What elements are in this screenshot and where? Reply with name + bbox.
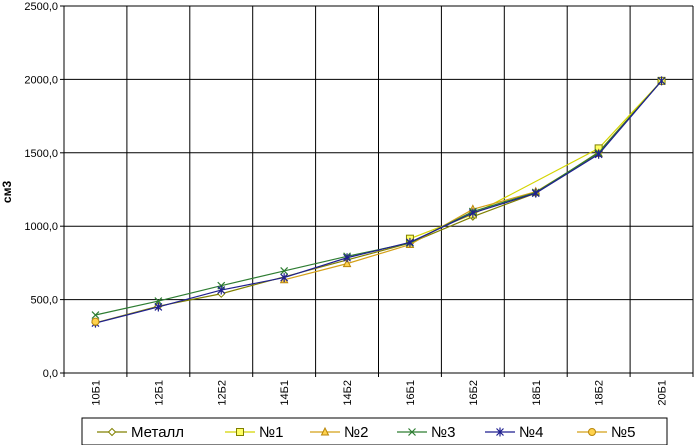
series-6 — [91, 317, 100, 326]
legend-label: №3 — [431, 424, 455, 441]
legend-label: Металл — [131, 424, 184, 441]
grid — [63, 5, 694, 374]
x-tick-label: 14Б1 — [279, 380, 291, 406]
data-point — [280, 273, 289, 283]
legend-label: №1 — [259, 424, 283, 441]
legend-label: №5 — [611, 424, 635, 441]
legend-marker — [408, 428, 416, 436]
legend-label: №2 — [344, 424, 368, 441]
y-tick-label: 500,0 — [30, 295, 58, 307]
data-point — [406, 237, 414, 247]
data-point — [154, 297, 163, 305]
legend-box — [81, 417, 668, 445]
legend-entry: №1 — [225, 424, 283, 441]
legend-entry: №3 — [397, 424, 455, 441]
series-line — [409, 80, 662, 240]
y-tick-label: 1500,0 — [24, 148, 58, 160]
data-point — [343, 253, 351, 263]
x-tick-label: 12Б1 — [153, 380, 165, 406]
x-tick-label: 16Б2 — [468, 380, 480, 406]
x-tick-label: 18Б2 — [594, 380, 606, 406]
legend-marker — [320, 426, 330, 436]
y-axis-label: см3 — [0, 181, 14, 204]
y-tick-label: 0,0 — [43, 368, 58, 380]
series-group — [91, 76, 666, 328]
legend-label: №4 — [519, 424, 543, 441]
x-tick-label: 20Б1 — [657, 380, 669, 406]
legend-entry: №4 — [485, 424, 543, 441]
data-point — [342, 258, 352, 268]
legend-marker — [107, 427, 117, 437]
data-point — [91, 317, 100, 326]
y-tick-label: 1000,0 — [24, 221, 58, 233]
data-point — [280, 267, 289, 275]
x-axis-ticks: 10Б1 12Б1 12Б2 14Б1 14Б2 16Б1 16Б2 18Б1 18Б2 20Б1 — [63, 373, 694, 406]
x-tick-label: 16Б1 — [405, 380, 417, 406]
legend-entry: №5 — [577, 424, 635, 441]
legend: Металл №1 №2 №3 №4 №5 — [81, 417, 668, 445]
legend-marker — [496, 427, 504, 437]
y-axis-ticks: 0,0 500,0 1000,0 1500,0 2000,0 2500,0 — [24, 1, 64, 380]
data-point — [217, 285, 226, 295]
legend-entry: Металл — [97, 424, 184, 441]
x-tick-label: 18Б1 — [531, 380, 543, 406]
legend-marker — [236, 428, 244, 436]
data-point — [91, 311, 100, 319]
data-point — [468, 208, 477, 218]
series-line — [95, 80, 663, 324]
y-tick-label: 2000,0 — [24, 74, 58, 86]
x-tick-label: 12Б2 — [216, 380, 228, 406]
x-tick-label: 14Б2 — [342, 380, 354, 406]
legend-marker — [588, 428, 596, 436]
legend-entry: №2 — [310, 424, 368, 441]
data-point — [531, 188, 540, 198]
data-point — [154, 302, 163, 312]
series-2 — [405, 76, 666, 243]
data-point — [594, 149, 603, 159]
data-point — [657, 76, 666, 86]
x-tick-label: 10Б1 — [90, 380, 102, 406]
y-tick-label: 2500,0 — [24, 1, 58, 13]
